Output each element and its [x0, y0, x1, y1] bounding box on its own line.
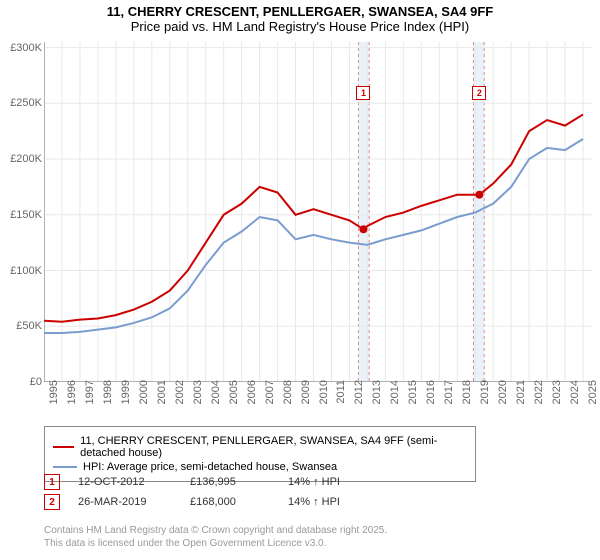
y-tick-label: £300K	[2, 42, 42, 54]
x-tick-label: 1997	[84, 380, 96, 420]
x-tick-label: 2008	[282, 380, 294, 420]
x-tick-label: 2017	[443, 380, 455, 420]
x-tick-label: 2005	[228, 380, 240, 420]
x-tick-label: 2010	[318, 380, 330, 420]
chart-marker-badge: 2	[472, 86, 486, 100]
y-tick-label: £50K	[2, 320, 42, 332]
y-tick-label: £250K	[2, 97, 42, 109]
transaction-pct: 14% ↑ HPI	[288, 496, 368, 508]
x-tick-label: 1995	[48, 380, 60, 420]
transaction-badge: 1	[44, 474, 60, 490]
footer-line-1: Contains HM Land Registry data © Crown c…	[44, 524, 387, 537]
x-tick-label: 2004	[210, 380, 222, 420]
x-tick-label: 2011	[335, 380, 347, 420]
x-tick-label: 2018	[461, 380, 473, 420]
y-tick-label: £200K	[2, 153, 42, 165]
transaction-price: £136,995	[190, 476, 270, 488]
transaction-row: 1 12-OCT-2012 £136,995 14% ↑ HPI	[44, 474, 368, 490]
transaction-price: £168,000	[190, 496, 270, 508]
chart-title: 11, CHERRY CRESCENT, PENLLERGAER, SWANSE…	[0, 0, 600, 19]
x-tick-label: 2014	[389, 380, 401, 420]
x-tick-label: 1996	[66, 380, 78, 420]
x-tick-label: 2001	[156, 380, 168, 420]
x-tick-label: 2021	[515, 380, 527, 420]
legend-line	[53, 466, 77, 468]
x-tick-label: 2015	[407, 380, 419, 420]
transaction-pct: 14% ↑ HPI	[288, 476, 368, 488]
legend-label: 11, CHERRY CRESCENT, PENLLERGAER, SWANSE…	[80, 435, 467, 459]
x-tick-label: 2016	[425, 380, 437, 420]
x-tick-label: 2006	[246, 380, 258, 420]
chart-subtitle: Price paid vs. HM Land Registry's House …	[0, 19, 600, 38]
chart-marker-badge: 1	[356, 86, 370, 100]
transaction-date: 12-OCT-2012	[78, 476, 172, 488]
x-tick-label: 2012	[353, 380, 365, 420]
chart-svg	[44, 42, 592, 382]
x-tick-label: 2013	[371, 380, 383, 420]
x-tick-label: 2003	[192, 380, 204, 420]
x-tick-label: 2025	[587, 380, 599, 420]
x-tick-label: 2009	[300, 380, 312, 420]
x-tick-label: 2000	[138, 380, 150, 420]
x-tick-label: 2022	[533, 380, 545, 420]
footer: Contains HM Land Registry data © Crown c…	[44, 524, 387, 550]
y-tick-label: £150K	[2, 209, 42, 221]
transaction-table: 1 12-OCT-2012 £136,995 14% ↑ HPI 2 26-MAR-201…	[44, 470, 368, 514]
footer-line-2: This data is licensed under the Open Gov…	[44, 537, 387, 550]
y-tick-label: £100K	[2, 265, 42, 277]
chart-area	[44, 42, 592, 382]
legend-line	[53, 446, 74, 448]
x-tick-label: 1998	[102, 380, 114, 420]
x-tick-label: 2023	[551, 380, 563, 420]
legend-row: 11, CHERRY CRESCENT, PENLLERGAER, SWANSE…	[53, 435, 467, 459]
transaction-row: 2 26-MAR-2019 £168,000 14% ↑ HPI	[44, 494, 368, 510]
x-tick-label: 2019	[479, 380, 491, 420]
transaction-badge: 2	[44, 494, 60, 510]
y-tick-label: £0	[2, 376, 42, 388]
x-tick-label: 2007	[264, 380, 276, 420]
x-tick-label: 2020	[497, 380, 509, 420]
transaction-date: 26-MAR-2019	[78, 496, 172, 508]
x-tick-label: 1999	[120, 380, 132, 420]
x-tick-label: 2024	[569, 380, 581, 420]
x-tick-label: 2002	[174, 380, 186, 420]
